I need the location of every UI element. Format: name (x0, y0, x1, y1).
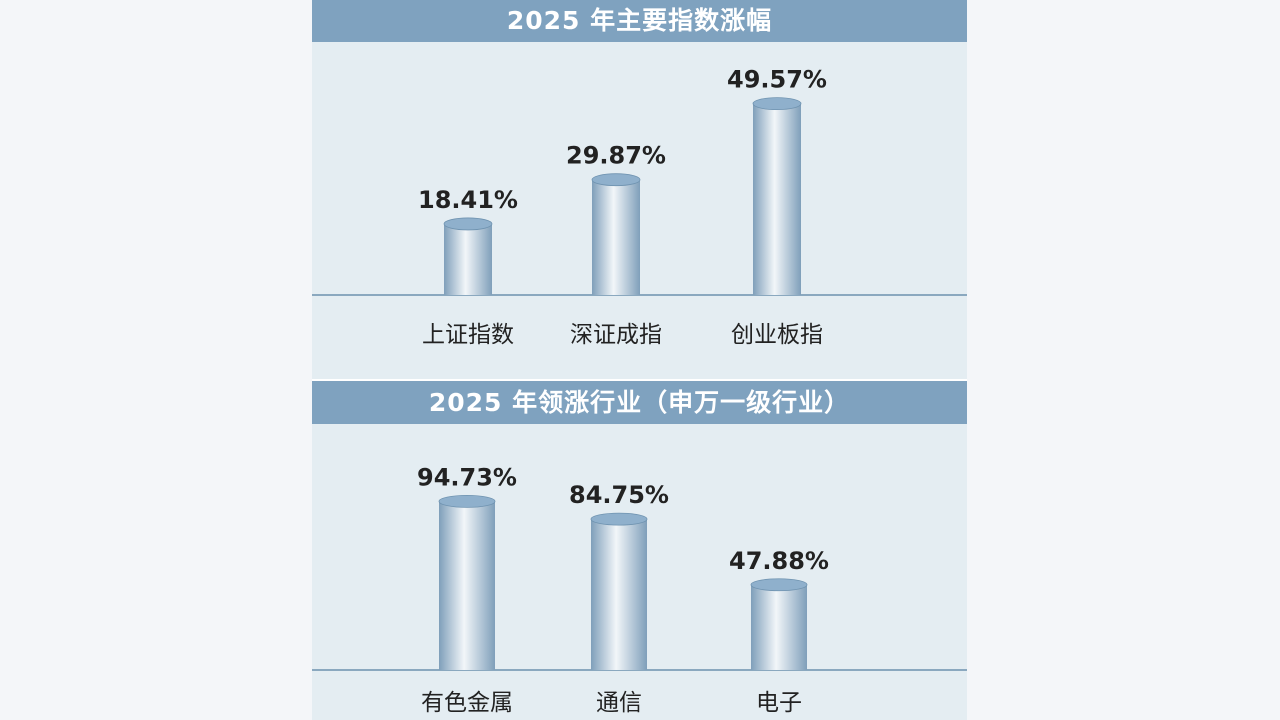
chart-title-industries: 2025 年领涨行业（申万一级行业） (312, 381, 967, 424)
bar-industries-1 (590, 512, 648, 670)
category-label-indices-1: 深证成指 (570, 322, 662, 348)
value-label-indices-1: 29.87% (566, 142, 666, 170)
bar-industries-2 (750, 578, 808, 670)
category-label-industries-2: 电子 (756, 690, 802, 716)
chart-industries: 94.73% 有色金属 84.75% 通信 47.88% 电子 (312, 463, 967, 716)
value-label-industries-0: 94.73% (417, 463, 517, 491)
category-label-industries-0: 有色金属 (421, 690, 513, 716)
value-label-industries-1: 84.75% (569, 481, 669, 509)
chart-title-indices: 2025 年主要指数涨幅 (312, 0, 967, 42)
value-label-indices-2: 49.57% (727, 66, 827, 94)
category-label-indices-2: 创业板指 (731, 322, 823, 348)
bar-indices-1 (591, 173, 641, 295)
panel-divider (312, 379, 967, 381)
value-label-industries-2: 47.88% (729, 547, 829, 575)
bar-industries-0 (438, 494, 496, 670)
bar-indices-2 (752, 97, 802, 295)
chart-indices: 18.41% 上证指数 29.87% 深证成指 49.57% 创业板指 (312, 66, 967, 348)
category-label-indices-0: 上证指数 (422, 322, 514, 348)
chart-figure: 2025 年主要指数涨幅 18.41% 上证指数 29.87% 深证成指 49.57% 创… (312, 0, 967, 720)
category-label-industries-1: 通信 (596, 690, 642, 716)
bar-indices-0 (443, 217, 493, 295)
value-label-indices-0: 18.41% (418, 186, 518, 214)
